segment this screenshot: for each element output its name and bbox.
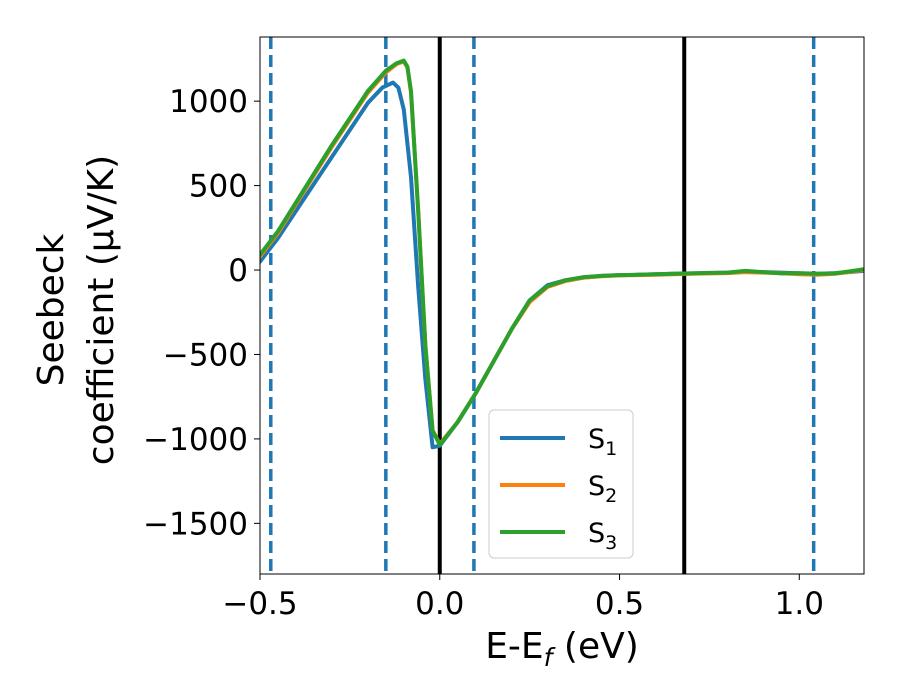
y-axis: 1000 500 0 −500 −1000 −1500 <box>143 84 260 542</box>
x-tick-label: −0.5 <box>222 586 297 622</box>
legend-label-subscript: 2 <box>605 485 617 507</box>
x-tick-label: 0.5 <box>595 586 644 622</box>
y-tick-label: 0 <box>228 253 248 289</box>
y-tick-label: −1000 <box>143 422 248 458</box>
series-line-3 <box>260 58 864 447</box>
x-axis-label: E-Ef (eV) <box>485 626 639 672</box>
y-tick-label: −500 <box>163 337 248 373</box>
series-lines <box>260 58 864 450</box>
y-axis-label-line1: Seebeck <box>31 233 72 386</box>
y-tick-label: 1000 <box>169 84 248 120</box>
x-tick-label: 0.0 <box>415 586 464 622</box>
y-tick-label: −1500 <box>143 506 248 542</box>
x-axis-label-unit: (eV) <box>552 626 638 667</box>
plot-frame <box>259 36 865 575</box>
reference-lines <box>269 37 816 574</box>
x-axis: −0.5 0.0 0.5 1.0 <box>222 574 824 622</box>
legend-label-subscript: 3 <box>605 532 617 554</box>
legend-label-subscript: 1 <box>605 438 617 460</box>
x-tick-label: 1.0 <box>775 586 824 622</box>
y-axis-label-line2: coefficient (μV/K) <box>81 155 122 465</box>
legend-label-3: S3 <box>588 518 617 554</box>
y-tick-label: 500 <box>189 169 248 205</box>
